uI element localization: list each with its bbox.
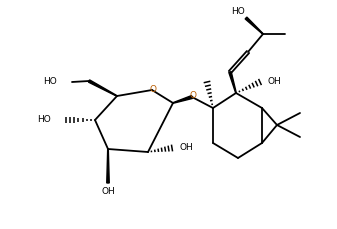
Text: OH: OH bbox=[101, 186, 115, 196]
Text: HO: HO bbox=[43, 76, 57, 85]
Text: HO: HO bbox=[231, 8, 245, 16]
Polygon shape bbox=[245, 17, 263, 34]
Polygon shape bbox=[107, 149, 109, 183]
Text: OH: OH bbox=[268, 77, 282, 87]
Text: O: O bbox=[189, 90, 196, 99]
Polygon shape bbox=[88, 80, 117, 96]
Text: O: O bbox=[150, 85, 156, 93]
Polygon shape bbox=[229, 72, 236, 93]
Text: OH: OH bbox=[180, 144, 194, 153]
Polygon shape bbox=[173, 95, 192, 103]
Text: HO: HO bbox=[37, 115, 51, 125]
